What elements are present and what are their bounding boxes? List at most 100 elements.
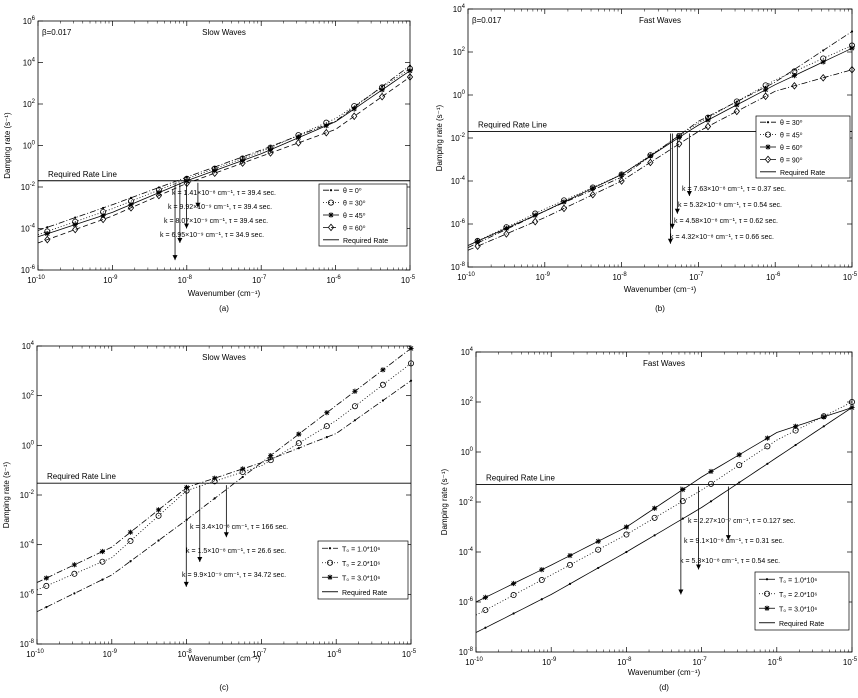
panel-caption: (c) <box>219 683 229 692</box>
data-point <box>764 85 767 89</box>
data-point <box>652 505 658 511</box>
data-point <box>764 443 771 450</box>
legend-marker <box>326 559 333 566</box>
data-point <box>849 398 856 405</box>
data-point <box>568 582 572 585</box>
legend-marker <box>327 574 333 580</box>
data-point <box>295 135 301 141</box>
data-point <box>482 594 488 600</box>
x-tick-label: 10-8 <box>177 649 192 659</box>
series-1 <box>36 360 414 591</box>
y-tick-label: 10-4 <box>21 224 36 234</box>
y-axis-label: Damping rate (s⁻¹) <box>2 461 11 528</box>
arrow-head <box>667 238 673 244</box>
data-point <box>407 68 413 74</box>
data-point <box>595 538 601 544</box>
data-point <box>676 134 682 141</box>
legend: T₀ = 1.0*10⁶ T₀ = 2.0*10⁶ T₀ = 3.0*10⁶ Requ… <box>754 571 850 631</box>
data-point <box>323 128 330 137</box>
data-point <box>295 139 302 147</box>
y-tick-label: 106 <box>23 16 36 26</box>
data-point <box>474 242 481 251</box>
data-point <box>647 153 653 159</box>
legend-entry: T₀ = 1.0*10⁶ <box>342 546 380 553</box>
annotation-1: k = 5.32×10⁻⁸ cm⁻¹, τ = 0.54 sec. <box>674 133 782 214</box>
legend-marker <box>329 189 333 192</box>
data-point <box>736 452 742 458</box>
data-point <box>794 443 797 447</box>
data-point <box>101 578 104 581</box>
data-point <box>44 235 51 244</box>
annotation-1: k = 1.5×10⁻⁸ cm⁻¹, τ = 26.6 sec. <box>186 485 286 563</box>
x-tick-label: 10-7 <box>692 657 707 667</box>
x-axis-label: Wavenumber (cm⁻¹) <box>188 654 261 663</box>
annotation-2: k = 5.3×10⁻⁸ cm⁻¹, τ = 0.54 sec. <box>678 486 780 595</box>
data-point <box>157 539 160 542</box>
data-point <box>822 425 825 428</box>
series-line <box>37 68 411 236</box>
x-tick-label: 10-5 <box>402 649 417 659</box>
series-line <box>37 65 411 231</box>
data-point <box>99 215 107 224</box>
annotation-label: k = 8.07×10⁻⁹ cm⁻¹, τ = 39.4 sec. <box>164 218 268 225</box>
y-tick-label: 10-6 <box>459 597 474 607</box>
data-point <box>791 82 798 90</box>
data-point <box>72 225 79 234</box>
data-point <box>323 123 329 129</box>
y-tick-label: 104 <box>461 347 474 357</box>
y-tick-label: 10-2 <box>20 490 35 500</box>
legend-marker <box>766 121 770 124</box>
series-1 <box>37 65 413 236</box>
legend-marker <box>764 590 771 597</box>
series-line <box>37 76 411 244</box>
legend: T₀ = 1.0*10⁶ T₀ = 2.0*10⁶ T₀ = 3.0*10⁶ Requ… <box>317 540 409 600</box>
series-line <box>36 348 412 583</box>
data-point <box>653 534 656 537</box>
data-point <box>766 462 769 465</box>
annotation-0: k = 3.4×10⁻⁸ cm⁻¹, τ = 166 sec. <box>190 485 288 538</box>
y-tick-label: 102 <box>22 391 35 401</box>
data-point <box>323 423 330 430</box>
data-point <box>793 423 799 429</box>
data-point <box>560 204 568 213</box>
x-axis-label: Wavenumber (cm⁻¹) <box>188 289 261 298</box>
data-point <box>734 102 740 108</box>
series-2 <box>475 404 855 603</box>
data-point <box>561 199 567 205</box>
data-point <box>381 399 385 402</box>
annotation-0: k = 7.63×10⁻⁸ cm⁻¹, τ = 0.37 sec. <box>682 133 786 197</box>
data-point <box>849 45 855 51</box>
arrow-head <box>184 223 190 229</box>
data-point <box>763 87 769 93</box>
data-point <box>71 570 78 577</box>
data-point <box>324 410 330 416</box>
legend-entry: T₀ = 3.0*10⁶ <box>342 575 380 582</box>
data-point <box>380 367 386 373</box>
data-point <box>511 580 517 587</box>
chart-panel-b: 10-10 10-9 10-8 10-7 10-6 10-5 10-8 10-6 10-4 10-… <box>435 4 858 313</box>
data-point <box>589 190 596 199</box>
x-tick-label: 10-7 <box>252 649 267 659</box>
data-point <box>708 468 714 475</box>
x-tick-label: 10-9 <box>103 275 118 285</box>
x-tick-label: 10-8 <box>617 657 632 667</box>
arrow-head <box>183 581 189 587</box>
data-point <box>475 238 481 244</box>
arrow-head <box>669 223 675 229</box>
data-point <box>71 562 77 568</box>
data-point <box>406 73 414 81</box>
series-2 <box>467 45 855 246</box>
x-tick-label: 10-8 <box>178 275 193 285</box>
y-tick-label: 10-6 <box>21 265 36 275</box>
y-axis-label: Damping rate (s⁻¹) <box>435 104 444 171</box>
data-point <box>155 507 162 513</box>
x-axis-label: Wavenumber (cm⁻¹) <box>624 285 697 294</box>
data-point <box>409 379 413 382</box>
data-point <box>352 388 358 394</box>
data-point <box>267 149 274 157</box>
data-point <box>681 517 684 520</box>
data-point <box>213 497 216 500</box>
data-point <box>704 122 712 131</box>
arrow-head <box>223 532 229 538</box>
data-point <box>99 558 106 565</box>
